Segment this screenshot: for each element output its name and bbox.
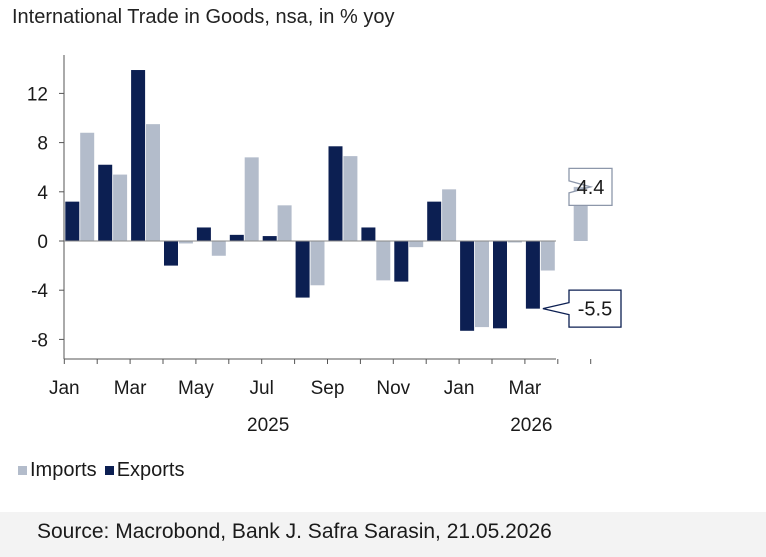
exports-bar bbox=[493, 241, 507, 329]
x-tick-label: Mar bbox=[509, 378, 542, 399]
exports-bar bbox=[394, 241, 409, 282]
exports-bar bbox=[229, 234, 244, 241]
x-tick-label: Sep bbox=[311, 378, 345, 399]
legend-swatch-imports bbox=[18, 466, 27, 475]
callout-box bbox=[568, 167, 613, 207]
callout-box bbox=[542, 289, 622, 328]
exports-bar bbox=[196, 227, 211, 241]
imports-bar bbox=[343, 156, 358, 241]
legend-label-imports: Imports bbox=[30, 459, 97, 481]
imports-bar bbox=[244, 157, 259, 241]
year-label: 2026 bbox=[510, 415, 552, 436]
exports-bar bbox=[295, 241, 310, 298]
imports-bar bbox=[113, 174, 128, 241]
exports-bar bbox=[460, 241, 475, 331]
footer: Source: Macrobond, Bank J. Safra Sarasin… bbox=[0, 512, 766, 557]
exports-bar bbox=[262, 236, 277, 241]
y-tick-label: 4 bbox=[37, 183, 48, 204]
callout-exports: -5.5 bbox=[542, 289, 622, 328]
x-tick-label: May bbox=[178, 378, 214, 399]
x-tick-label: Jan bbox=[49, 378, 80, 399]
legend-item-imports: Imports bbox=[18, 459, 97, 482]
y-axis: 12 8 4 0 -4 -8 bbox=[27, 55, 65, 359]
imports-bar bbox=[80, 132, 95, 241]
exports-bar bbox=[427, 201, 442, 241]
legend: Imports Exports bbox=[18, 459, 185, 482]
imports-bar bbox=[146, 124, 160, 241]
imports-bar bbox=[178, 241, 193, 244]
callout-label: -5.5 bbox=[578, 299, 612, 321]
exports-bar bbox=[65, 201, 80, 241]
chart-title: International Trade in Goods, nsa, in % … bbox=[12, 6, 395, 28]
y-tick-label: 12 bbox=[27, 84, 48, 105]
exports-bar bbox=[361, 227, 376, 241]
legend-item-exports: Exports bbox=[104, 459, 185, 482]
bar-chart: 12 8 4 0 -4 -8 Jan Mar May Jul Sep Nov Jan Mar 2025 20… bbox=[27, 55, 622, 436]
exports-bar bbox=[98, 164, 113, 241]
source-text: Source: Macrobond, Bank J. Safra Sarasin… bbox=[37, 520, 552, 543]
legend-swatch-exports bbox=[104, 466, 114, 475]
x-tick-label: Nov bbox=[376, 378, 410, 399]
x-axis: Jan Mar May Jul Sep Nov Jan Mar 2025 2026 bbox=[49, 358, 592, 436]
y-tick-label: -4 bbox=[31, 281, 48, 302]
exports-bar bbox=[131, 70, 146, 241]
callout-imports: 4.4 bbox=[568, 167, 613, 207]
imports-bar bbox=[310, 241, 325, 286]
imports-bar bbox=[475, 241, 489, 328]
imports-bar bbox=[376, 241, 391, 281]
exports-bar bbox=[164, 241, 178, 266]
imports-bar bbox=[442, 189, 457, 241]
annotations: 4.4 -5.5 bbox=[542, 167, 622, 328]
x-tick-label: Jul bbox=[250, 378, 274, 399]
y-tick-label: -8 bbox=[31, 330, 48, 351]
x-tick-label: Jan bbox=[444, 378, 475, 399]
bars bbox=[64, 70, 588, 331]
callout-label: 4.4 bbox=[577, 177, 605, 199]
imports-bar bbox=[409, 241, 424, 248]
x-tick-label: Mar bbox=[114, 378, 147, 399]
legend-label-exports: Exports bbox=[116, 459, 185, 481]
imports-bar bbox=[507, 241, 522, 243]
exports-bar bbox=[525, 241, 540, 309]
y-tick-label: 0 bbox=[37, 232, 48, 253]
exports-bar bbox=[328, 146, 343, 241]
year-label: 2025 bbox=[247, 415, 289, 436]
imports-bar bbox=[277, 205, 292, 241]
imports-bar bbox=[211, 241, 226, 256]
imports-bar bbox=[540, 241, 555, 271]
y-tick-label: 8 bbox=[37, 134, 48, 155]
